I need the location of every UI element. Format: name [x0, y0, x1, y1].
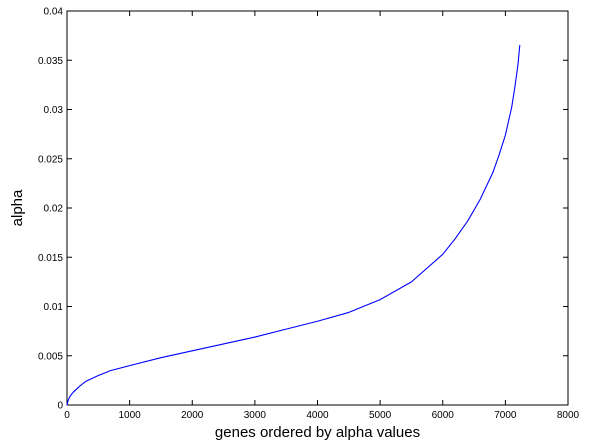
y-tick-label: 0.015 — [38, 253, 63, 264]
series-line — [66, 44, 521, 406]
y-tick-label: 0.025 — [38, 154, 63, 165]
x-tick-label: 2000 — [181, 410, 204, 421]
x-tick-label: 8000 — [557, 410, 580, 421]
x-tick-label: 6000 — [432, 410, 455, 421]
x-tick-label: 3000 — [244, 410, 267, 421]
y-tick-label: 0.04 — [44, 7, 64, 18]
plot-area-frame — [66, 10, 569, 406]
y-tick-label: 0.005 — [38, 351, 63, 362]
x-tick-label: 7000 — [494, 410, 517, 421]
y-tick-label: 0 — [57, 401, 63, 412]
y-axis-title: alpha — [9, 189, 26, 226]
y-tick-label: 0.035 — [38, 56, 63, 67]
x-tick-label: 0 — [64, 410, 70, 421]
x-tick-label: 4000 — [306, 410, 329, 421]
y-tick-label: 0.03 — [44, 105, 64, 116]
series-layer — [66, 44, 521, 406]
y-tick-label: 0.02 — [44, 204, 64, 215]
x-tick-label: 5000 — [369, 410, 392, 421]
x-axis-title: genes ordered by alpha values — [215, 424, 420, 441]
y-tick-label: 0.01 — [44, 302, 64, 313]
x-tick-label: 1000 — [119, 410, 142, 421]
axis-ticks: 0 1000 2000 3000 4000 5000 6000 7000 8000 0 0.005 0… — [38, 7, 580, 422]
